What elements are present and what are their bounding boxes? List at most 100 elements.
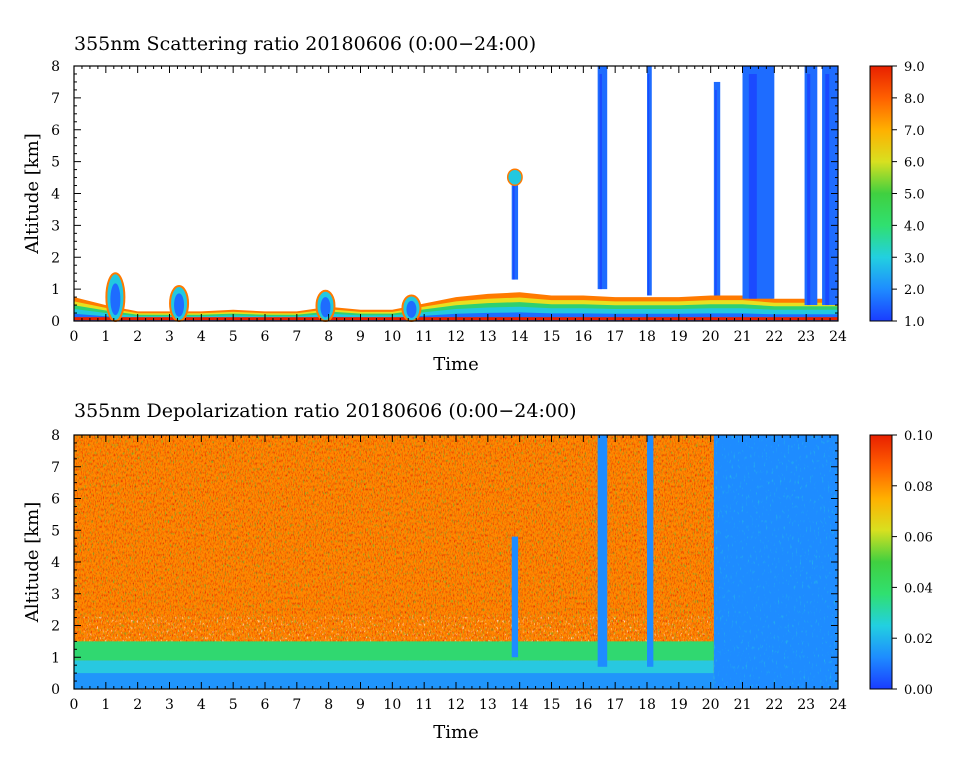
x-tick-label: 2 xyxy=(133,329,142,345)
x-axis: 0 1 2 3 4 5 6 7 8 9 10 11 12 13 14 15 16 17 18 19 20 21 22 23 24 xyxy=(70,66,847,345)
cloud-column xyxy=(713,81,721,296)
x-tick-label: 16 xyxy=(574,697,592,713)
y-tick-label: 0 xyxy=(51,314,60,330)
x-tick-label: 6 xyxy=(261,697,270,713)
x-tick-label: 19 xyxy=(670,697,688,713)
chart-title: 355nm Scattering ratio 20180606 (0:00−24… xyxy=(74,33,536,55)
colorbar-tick-label: 3.0 xyxy=(904,251,925,266)
y-tick-label: 5 xyxy=(51,155,60,171)
cloud-column-core xyxy=(807,74,811,306)
y-axis-label: Altitude [km] xyxy=(22,133,43,255)
x-tick-label: 10 xyxy=(383,697,401,713)
x-tick-label: 21 xyxy=(734,329,752,345)
x-tick-label: 5 xyxy=(229,329,238,345)
x-tick-label: 24 xyxy=(829,329,847,345)
y-axis-label: Altitude [km] xyxy=(22,502,43,624)
cloud-column xyxy=(511,536,519,658)
colorbar-tick-label: 6.0 xyxy=(904,156,925,171)
chart-panel-2: 355nm Depolarization ratio 20180606 (0:0… xyxy=(22,400,933,743)
aerosol-blob-core xyxy=(110,283,121,316)
x-tick-label: 13 xyxy=(479,329,497,345)
plot-background xyxy=(74,66,838,321)
x-tick-label: 17 xyxy=(606,329,624,345)
colorbar: 0.00 0.02 0.04 0.06 0.08 0.10 xyxy=(869,429,933,698)
aerosol-blob-core xyxy=(320,297,331,318)
x-tick-label: 21 xyxy=(734,697,752,713)
x-axis: 0 1 2 3 4 5 6 7 8 9 10 11 12 13 14 15 16 17 18 19 20 21 22 23 24 xyxy=(70,435,847,713)
colorbar-tick-label: 2.0 xyxy=(904,283,925,298)
x-tick-label: 3 xyxy=(165,329,174,345)
x-axis-label: Time xyxy=(433,354,478,375)
colorbar-tick-label: 0.06 xyxy=(904,531,933,546)
cloud-column-core xyxy=(647,74,650,296)
y-tick-label: 2 xyxy=(51,619,60,635)
cloud-column xyxy=(804,66,818,306)
y-tick-label: 6 xyxy=(51,123,60,139)
cloud-column xyxy=(742,66,775,299)
x-tick-label: 19 xyxy=(670,329,688,345)
x-tick-label: 4 xyxy=(197,697,206,713)
cloud-column xyxy=(597,66,608,290)
x-tick-label: 18 xyxy=(638,697,656,713)
y-axis: 0 1 2 3 4 5 6 7 8 xyxy=(51,59,838,330)
x-tick-label: 12 xyxy=(447,697,465,713)
y-tick-label: 5 xyxy=(51,523,60,539)
x-tick-label: 24 xyxy=(829,697,847,713)
x-tick-label: 1 xyxy=(101,329,110,345)
x-tick-label: 3 xyxy=(165,697,174,713)
chart-title: 355nm Depolarization ratio 20180606 (0:0… xyxy=(74,400,576,422)
y-tick-label: 3 xyxy=(51,218,60,234)
cloud-column-core xyxy=(715,89,717,296)
x-tick-label: 14 xyxy=(511,697,529,713)
chart-panel-1: 355nm Scattering ratio 20180606 (0:00−24… xyxy=(22,33,925,375)
y-tick-label: 4 xyxy=(51,555,60,571)
cloud-column xyxy=(647,66,652,296)
cloud-column-core xyxy=(748,74,757,299)
y-tick-label: 1 xyxy=(51,282,60,298)
cloud-column-core xyxy=(512,179,515,280)
y-tick-label: 7 xyxy=(51,460,60,476)
plot-area xyxy=(74,66,838,322)
y-axis: 0 1 2 3 4 5 6 7 8 xyxy=(51,428,838,698)
aerosol-blob-core xyxy=(174,293,185,317)
x-tick-label: 23 xyxy=(797,329,815,345)
x-tick-label: 23 xyxy=(797,697,815,713)
x-tick-label: 5 xyxy=(229,697,238,713)
colorbar-tick-label: 5.0 xyxy=(904,188,925,203)
x-tick-label: 22 xyxy=(765,329,783,345)
colorbar-tick-label: 0.10 xyxy=(904,429,933,444)
y-tick-label: 4 xyxy=(51,187,60,203)
x-tick-label: 2 xyxy=(133,697,142,713)
x-tick-label: 12 xyxy=(447,329,465,345)
x-tick-label: 9 xyxy=(356,697,365,713)
colorbar-tick-label: 7.0 xyxy=(904,124,925,139)
x-tick-label: 22 xyxy=(765,697,783,713)
colorbar-tick-label: 0.00 xyxy=(904,683,933,698)
y-tick-label: 8 xyxy=(51,428,60,444)
colorbar-tick-label: 0.02 xyxy=(904,632,933,647)
x-tick-label: 11 xyxy=(415,697,433,713)
y-tick-label: 8 xyxy=(51,59,60,75)
x-tick-label: 11 xyxy=(415,329,433,345)
x-tick-label: 7 xyxy=(292,697,301,713)
x-tick-label: 14 xyxy=(511,329,529,345)
y-tick-label: 1 xyxy=(51,650,60,666)
colorbar: 1.0 2.0 3.0 4.0 5.0 6.0 7.0 8.0 9.0 xyxy=(869,60,925,330)
cloud-top xyxy=(506,168,523,186)
x-tick-label: 7 xyxy=(292,329,301,345)
x-tick-label: 0 xyxy=(70,697,79,713)
colorbar-tick-label: 0.08 xyxy=(904,480,933,495)
x-tick-label: 8 xyxy=(324,329,333,345)
colorbar-tick-label: 1.0 xyxy=(904,315,925,330)
y-tick-label: 2 xyxy=(51,250,60,266)
y-tick-label: 6 xyxy=(51,492,60,508)
green-depolarization-layer xyxy=(74,641,714,661)
colorbar-tick-label: 9.0 xyxy=(904,60,925,75)
x-tick-label: 10 xyxy=(383,329,401,345)
colorbar-tick-label: 0.04 xyxy=(904,581,933,596)
x-tick-label: 0 xyxy=(70,329,79,345)
x-tick-label: 1 xyxy=(101,697,110,713)
colorbar-tick-label: 4.0 xyxy=(904,219,925,234)
cloud-column xyxy=(597,435,608,667)
